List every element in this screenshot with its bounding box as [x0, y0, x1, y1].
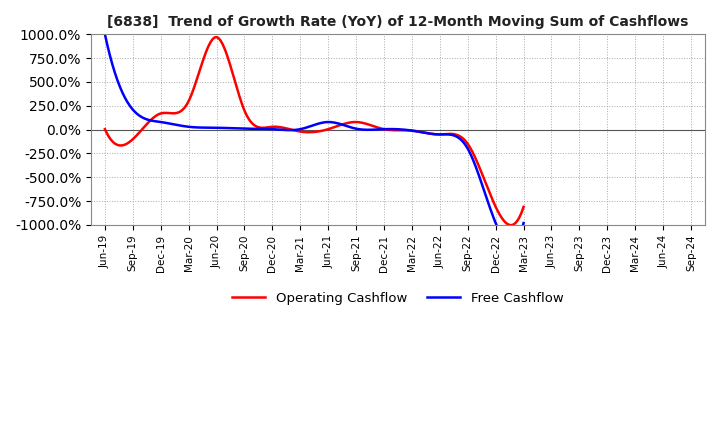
Line: Operating Cashflow: Operating Cashflow — [105, 37, 523, 225]
Free Cashflow — [444, 132, 452, 137]
Free Cashflow — [510, 240, 518, 246]
Line: Free Cashflow: Free Cashflow — [105, 34, 523, 244]
Free Cashflow — [507, 242, 516, 247]
Operating Cashflow — [351, 119, 359, 125]
Free Cashflow — [350, 125, 359, 131]
Operating Cashflow — [303, 129, 312, 135]
Free Cashflow — [327, 120, 336, 125]
Free Cashflow — [101, 32, 109, 37]
Free Cashflow — [302, 125, 310, 130]
Legend: Operating Cashflow, Free Cashflow: Operating Cashflow, Free Cashflow — [228, 286, 569, 310]
Free Cashflow — [300, 126, 308, 131]
Title: [6838]  Trend of Growth Rate (YoY) of 12-Month Moving Sum of Cashflows: [6838] Trend of Growth Rate (YoY) of 12-… — [107, 15, 688, 29]
Free Cashflow — [519, 220, 528, 226]
Operating Cashflow — [507, 223, 516, 228]
Operating Cashflow — [444, 131, 453, 136]
Operating Cashflow — [328, 125, 337, 131]
Operating Cashflow — [101, 127, 109, 132]
Operating Cashflow — [511, 220, 520, 226]
Operating Cashflow — [212, 35, 221, 40]
Operating Cashflow — [300, 129, 309, 135]
Operating Cashflow — [519, 204, 528, 209]
